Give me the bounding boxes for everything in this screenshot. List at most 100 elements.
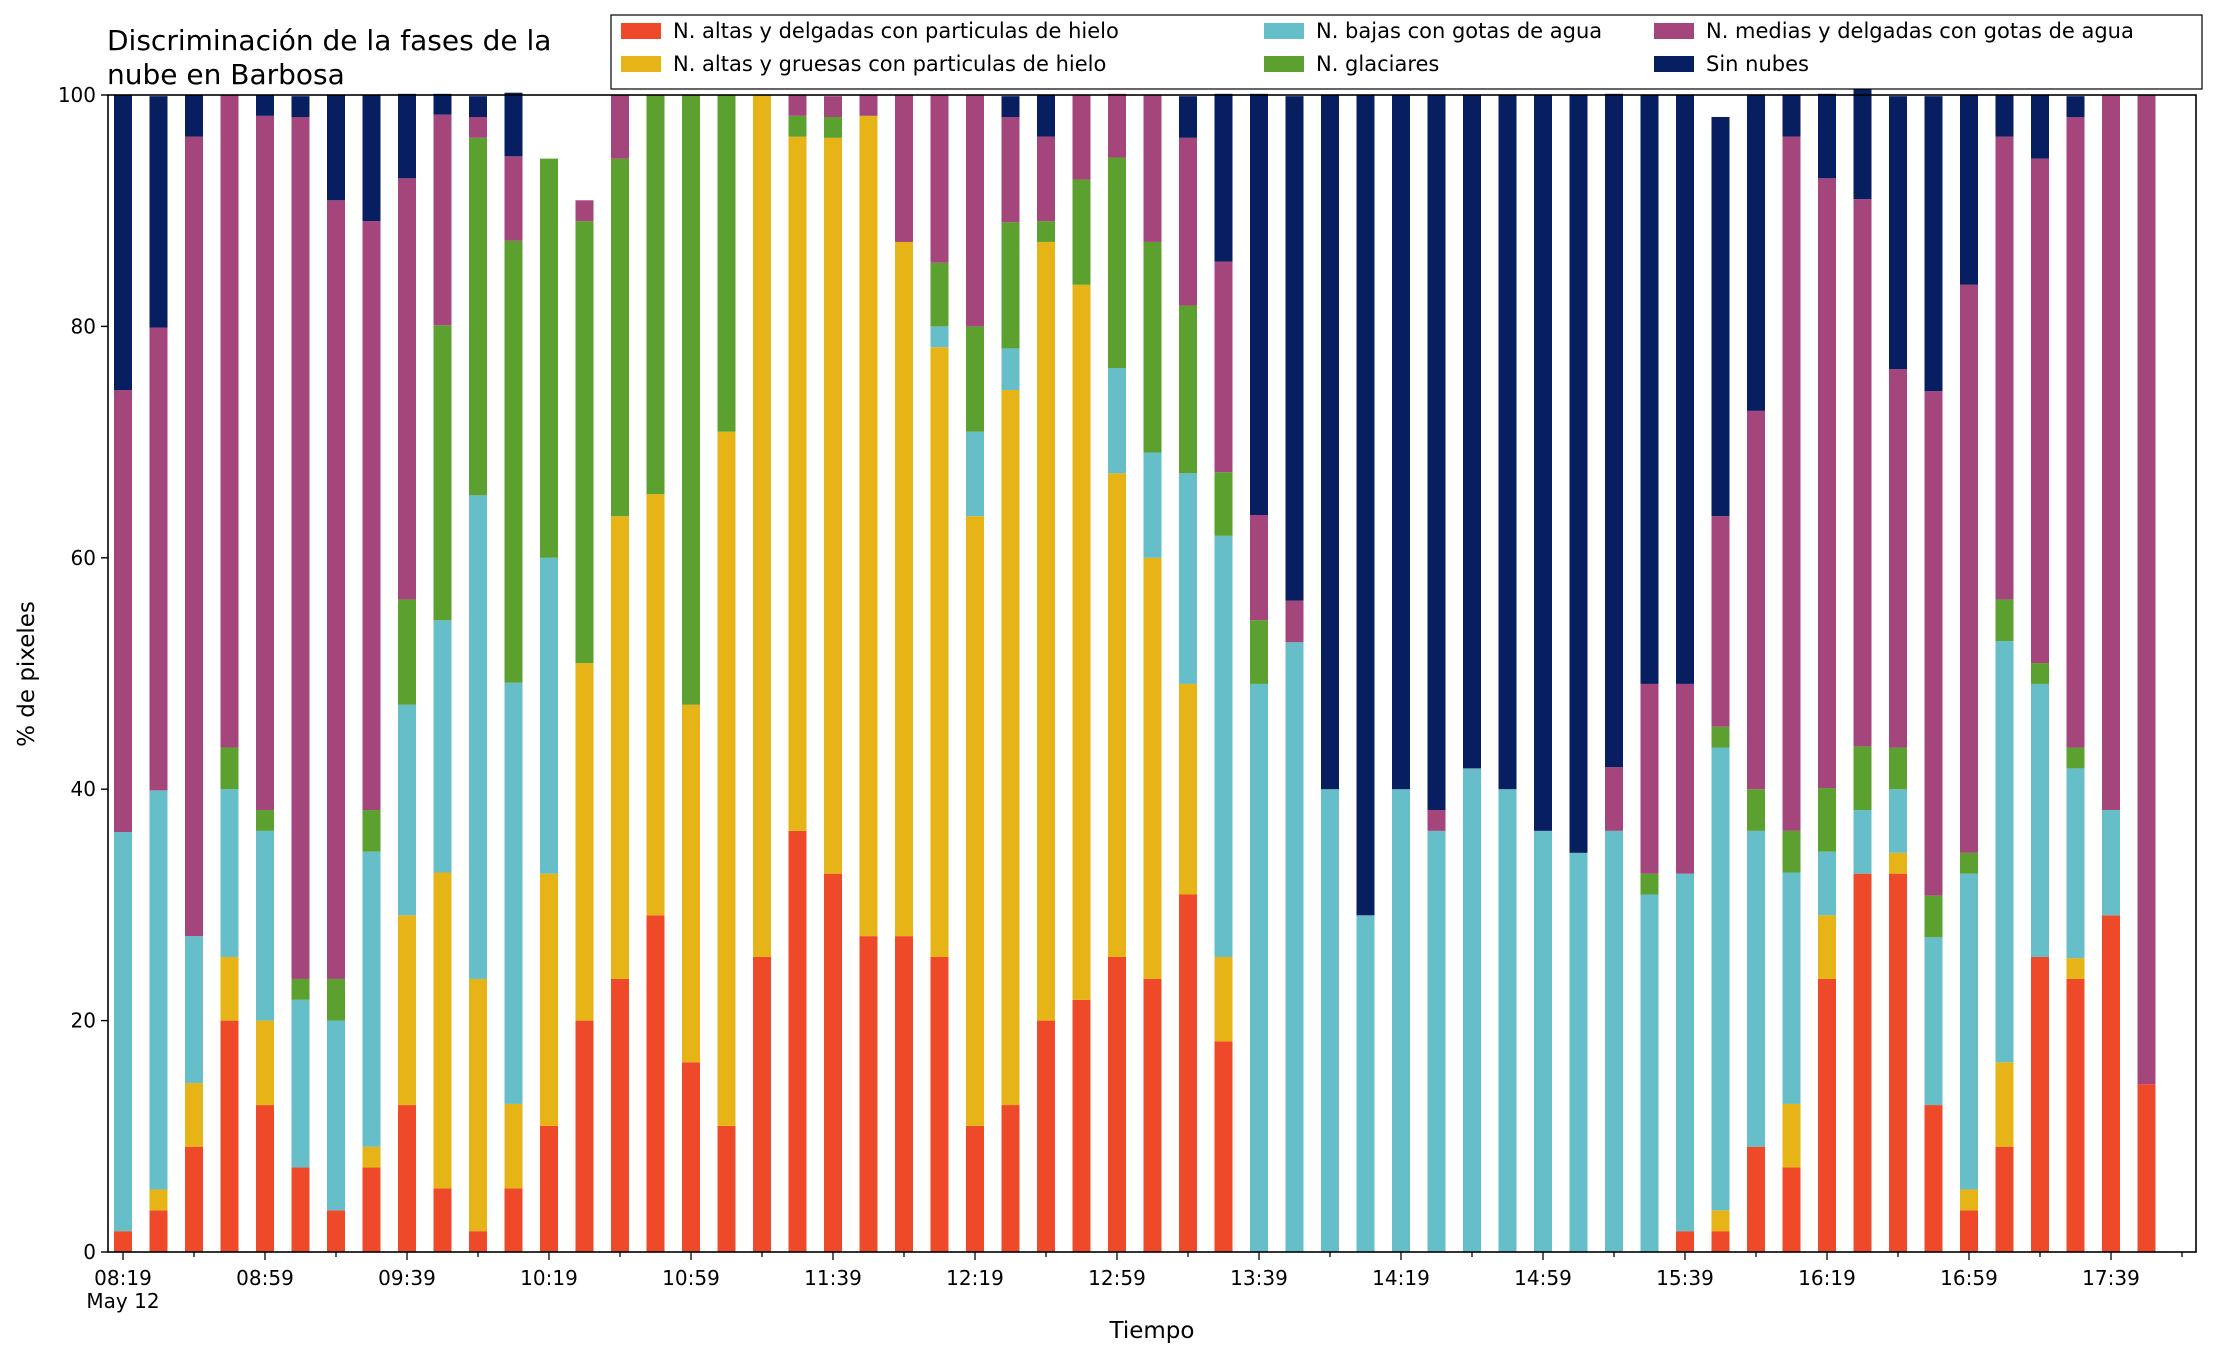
bar-segment-s4-13:19 bbox=[1179, 137, 1197, 306]
bar-segment-s3-16:49 bbox=[1924, 895, 1943, 938]
bar-segment-s5-14:59 bbox=[1534, 95, 1552, 831]
bar-segment-s2-13:19 bbox=[1179, 473, 1197, 684]
bar-segment-s4-16:39 bbox=[1889, 369, 1907, 748]
bar-segment-s5-12:39 bbox=[1037, 95, 1055, 137]
bar-segment-s0-16:19 bbox=[1818, 978, 1836, 1252]
bar-segment-s0-16:49 bbox=[1924, 1105, 1943, 1252]
bar-segment-s5-09:19 bbox=[327, 95, 345, 201]
bar-segment-s0-08:59 bbox=[256, 1105, 274, 1252]
bar-segment-s4-09:09 bbox=[291, 116, 310, 979]
bar-segment-s4-17:49 bbox=[2137, 95, 2156, 1085]
bar-segment-s5-17:19 bbox=[2031, 95, 2049, 159]
x-tick-label-14:19: 14:19 bbox=[1372, 1266, 1430, 1290]
bar-segment-s3-13:39 bbox=[1250, 620, 1268, 684]
bar-segment-s0-12:39 bbox=[1037, 1020, 1055, 1252]
bar-segment-s4-15:39 bbox=[1676, 683, 1694, 874]
bar-segment-s0-13:19 bbox=[1179, 894, 1197, 1252]
bar-segment-s5-14:29 bbox=[1427, 95, 1446, 811]
bar-segment-s2-12:29 bbox=[1001, 348, 1020, 391]
bar-segment-s3-11:09 bbox=[717, 95, 736, 432]
bar-segment-s0-17:39 bbox=[2102, 915, 2120, 1252]
bar-segment-s4-11:49 bbox=[859, 95, 878, 116]
bar-segment-s2-16:19 bbox=[1818, 851, 1836, 916]
bar-segment-s2-14:39 bbox=[1463, 768, 1481, 1252]
bar-segment-s2-17:19 bbox=[2031, 683, 2049, 957]
bar-segment-s2-08:59 bbox=[256, 830, 274, 1021]
legend-swatch-0 bbox=[621, 23, 661, 39]
bar-segment-s3-15:49 bbox=[1711, 726, 1730, 748]
bar-segment-s3-09:39 bbox=[398, 599, 416, 705]
bar-segment-s1-11:39 bbox=[824, 137, 842, 874]
bar-segment-s4-15:29 bbox=[1640, 683, 1659, 874]
bar-segment-s0-16:59 bbox=[1960, 1210, 1978, 1252]
bar-segment-s0-16:39 bbox=[1889, 873, 1907, 1252]
bar-segment-s3-16:09 bbox=[1782, 830, 1801, 873]
legend-swatch-3 bbox=[1264, 56, 1304, 72]
bar-segment-s1-09:59 bbox=[469, 978, 487, 1232]
bar-segment-s0-09:19 bbox=[327, 1210, 345, 1252]
bar-segment-s4-13:49 bbox=[1285, 600, 1304, 643]
bar-segment-s1-16:09 bbox=[1782, 1103, 1801, 1168]
bar-segment-s3-09:09 bbox=[291, 978, 310, 1000]
bar-segment-s0-12:29 bbox=[1001, 1105, 1020, 1252]
bar-segment-s0-17:29 bbox=[2066, 978, 2085, 1252]
bar-segment-s3-09:19 bbox=[327, 978, 345, 1021]
bar-segment-s0-09:29 bbox=[362, 1167, 381, 1252]
bar-segment-s2-13:09 bbox=[1143, 452, 1162, 558]
y-tick-label-20: 20 bbox=[71, 1009, 96, 1033]
bar-segment-s3-10:49 bbox=[646, 95, 665, 495]
bar-segment-s4-09:49 bbox=[433, 114, 452, 326]
legend-label-4: N. medias y delgadas con gotas de agua bbox=[1706, 19, 2134, 43]
bar-segment-s5-17:29 bbox=[2066, 96, 2085, 117]
bar-segment-s0-17:09 bbox=[1995, 1146, 2014, 1252]
bar-segment-s1-08:59 bbox=[256, 1020, 274, 1106]
bar-segment-s5-14:39 bbox=[1463, 95, 1481, 769]
bar-segment-s5-15:29 bbox=[1640, 95, 1659, 684]
bar-segment-s0-08:39 bbox=[185, 1146, 203, 1252]
bar-segment-s4-10:09 bbox=[504, 156, 523, 241]
bar-segment-s5-09:09 bbox=[291, 96, 310, 117]
bar-segment-s0-10:09 bbox=[504, 1188, 523, 1252]
x-tick-label-12:19: 12:19 bbox=[946, 1266, 1004, 1290]
bar-segment-s3-11:39 bbox=[824, 116, 842, 138]
bar-segment-s3-12:19 bbox=[966, 326, 984, 432]
bar-segment-s5-15:59 bbox=[1747, 95, 1765, 411]
bar-segment-s0-15:59 bbox=[1747, 1146, 1765, 1252]
bar-segment-s0-09:39 bbox=[398, 1105, 416, 1252]
bar-segment-s4-17:09 bbox=[1995, 136, 2014, 600]
bar-segment-s2-12:09 bbox=[930, 326, 949, 348]
chart-title-line-2: nube en Barbosa bbox=[107, 58, 345, 91]
bar-segment-s0-11:59 bbox=[895, 936, 913, 1252]
bar-segment-s2-17:29 bbox=[2066, 768, 2085, 959]
bar-segment-s2-15:19 bbox=[1605, 830, 1623, 1252]
bar-segment-s4-11:29 bbox=[788, 95, 807, 116]
bar-segment-s5-10:09 bbox=[504, 92, 523, 157]
bar-segment-s4-13:29 bbox=[1214, 261, 1233, 473]
bar-segment-s2-17:09 bbox=[1995, 641, 2014, 1063]
bar-segment-s1-11:29 bbox=[788, 136, 807, 831]
bar-segment-s1-12:29 bbox=[1001, 390, 1020, 1106]
bar-segment-s1-10:29 bbox=[575, 663, 594, 1021]
y-tick-label-100: 100 bbox=[58, 83, 96, 107]
bar-segment-s3-15:59 bbox=[1747, 789, 1765, 831]
bar-segment-s0-17:19 bbox=[2031, 956, 2049, 1252]
bar-segment-s1-12:39 bbox=[1037, 241, 1055, 1021]
bar-segment-s2-08:19 bbox=[114, 832, 132, 1232]
x-tick-label-16:19: 16:19 bbox=[1798, 1266, 1856, 1290]
bar-segment-s4-12:29 bbox=[1001, 116, 1020, 223]
bar-segment-s4-10:39 bbox=[611, 95, 629, 159]
bar-segment-s4-13:39 bbox=[1250, 514, 1268, 621]
bar-segment-s4-15:19 bbox=[1605, 767, 1623, 831]
bar-segment-s2-14:29 bbox=[1427, 830, 1446, 1252]
x-axis: 08:19 08:59 09:39 10:19 10:59 11:39 12:19 12:59… bbox=[94, 1252, 2183, 1290]
bar-segment-s0-12:09 bbox=[930, 956, 949, 1252]
bar-segment-s5-14:19 bbox=[1392, 95, 1410, 790]
bar-segment-s2-09:49 bbox=[433, 620, 452, 873]
bar-segment-s3-16:19 bbox=[1818, 788, 1836, 852]
bar-segment-s0-09:09 bbox=[291, 1167, 310, 1252]
x-tick-label-12:59: 12:59 bbox=[1088, 1266, 1146, 1290]
legend-swatch-1 bbox=[621, 56, 661, 72]
bar-segment-s1-17:09 bbox=[1995, 1062, 2014, 1147]
bar-segment-s0-09:49 bbox=[433, 1188, 452, 1252]
bar-segment-s3-08:49 bbox=[220, 747, 239, 790]
